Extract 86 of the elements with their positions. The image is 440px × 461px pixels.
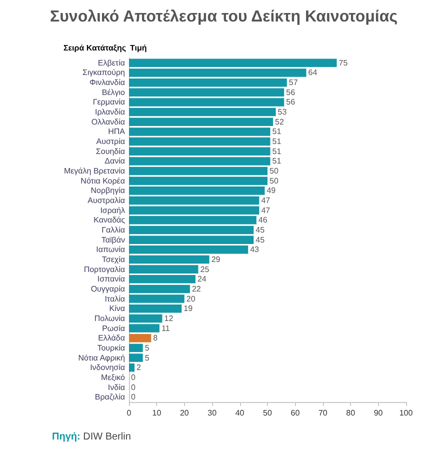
x-tick-label: 70 [318, 408, 328, 418]
y-tick-label: Ταϊβάν [101, 235, 125, 244]
data-label: 46 [258, 216, 268, 225]
y-tick-label: Δανία [104, 156, 126, 166]
y-tick-label: Σουηδία [96, 146, 126, 156]
y-tick-label: Βραζιλία [94, 392, 126, 402]
bar [129, 334, 152, 342]
y-tick-label: Γαλλία [102, 226, 126, 234]
data-label: 51 [272, 156, 282, 166]
y-tick-label: Ισραήλ [100, 206, 125, 215]
data-label: 0 [131, 392, 136, 402]
data-label: 51 [272, 137, 282, 146]
data-label: 24 [197, 274, 207, 284]
data-label: 45 [256, 226, 266, 234]
data-label: 0 [131, 382, 136, 392]
y-tick-label: Τσεχία [102, 254, 126, 264]
y-tick-label: Τουρκία [97, 343, 126, 352]
y-tick-label: Ισπανία [97, 274, 126, 284]
y-tick-label: Ιρλανδία [95, 108, 126, 117]
data-label: 51 [272, 146, 282, 156]
y-tick-label: Ινδονησία [90, 363, 126, 372]
x-tick-label: 50 [263, 408, 272, 418]
y-tick-label: Φινλανδία [89, 78, 126, 88]
data-label: 11 [161, 324, 170, 333]
chart-title: Συνολικό Αποτέλεσμα του Δείκτη Καινοτομίας [50, 8, 398, 26]
y-tick-label: Βέλγιο [102, 88, 126, 97]
y-tick-label: Ρωσία [102, 324, 126, 333]
y-tick-label: Νορβηγία [90, 186, 126, 196]
y-tick-label: Σιγκαπούρη [82, 68, 125, 78]
x-tick-label: 0 [126, 408, 132, 418]
data-label: 51 [272, 127, 282, 136]
data-label: 47 [261, 206, 271, 215]
y-tick-label: Μεξικό [101, 372, 126, 382]
x-tick-label: 10 [152, 408, 162, 418]
y-tick-label: Ουγγαρία [90, 284, 126, 294]
data-label: 25 [200, 264, 210, 274]
data-label: 52 [275, 117, 284, 126]
y-tick-label: Ιταλία [104, 294, 126, 304]
data-label: 49 [266, 186, 276, 196]
data-label: 0 [131, 372, 136, 382]
x-tick-label: 100 [399, 408, 414, 418]
data-label: 22 [192, 284, 202, 294]
y-tick-label: Κίνα [109, 304, 126, 314]
data-label: 75 [338, 58, 348, 68]
data-label: 53 [278, 108, 288, 117]
y-axis-title: Σειρά Κατάταξης [63, 44, 126, 52]
data-label: 64 [308, 68, 318, 78]
y-tick-label: Μεγάλη Βρετανία [64, 166, 126, 176]
y-tick-label: Ελλάδα [98, 334, 126, 343]
y-tick-label: Πολωνία [94, 314, 126, 323]
y-tick-label: Αυστραλία [88, 196, 126, 206]
data-label: 57 [288, 78, 298, 88]
y-tick-label: Ολλανδία [91, 117, 126, 126]
data-label: 2 [136, 363, 142, 372]
y-tick-label: Ιαπωνία [96, 245, 126, 254]
data-label: 56 [286, 88, 296, 97]
data-label: 50 [270, 176, 279, 186]
y-tick-label: Νότια Κορέα [80, 176, 126, 186]
x-axis-title: Τιμή [130, 44, 147, 52]
data-label: 45 [256, 235, 266, 244]
y-tick-label: Πορτογαλία [84, 264, 126, 274]
y-tick-label: ΗΠΑ [108, 127, 126, 136]
data-label: 19 [184, 304, 194, 314]
x-tick-label: 20 [180, 408, 190, 418]
data-label: 5 [144, 353, 150, 362]
x-tick-label: 80 [346, 408, 356, 418]
y-tick-label: Γερμανία [92, 98, 126, 107]
data-label: 43 [250, 245, 260, 254]
data-label: 5 [144, 343, 150, 352]
x-tick-label: 90 [374, 408, 384, 418]
text: Πηγή: DIW Berlin [52, 432, 131, 442]
y-tick-label: Ελβετία [98, 58, 126, 68]
y-tick-label: Καναδάς [94, 216, 126, 225]
x-tick-label: 40 [235, 408, 245, 418]
y-tick-label: Ινδία [108, 382, 126, 392]
data-label: 47 [261, 196, 271, 206]
data-label: 29 [211, 254, 221, 264]
x-tick-label: 30 [208, 408, 218, 418]
data-label: 20 [186, 294, 196, 304]
x-tick-label: 60 [290, 408, 300, 418]
data-label: 56 [286, 98, 296, 107]
y-tick-label: Νότια Αφρική [78, 353, 125, 362]
data-label: 50 [270, 166, 279, 176]
data-label: 12 [164, 314, 174, 323]
data-label: 8 [153, 334, 158, 343]
y-tick-label: Αυστρία [96, 137, 126, 146]
